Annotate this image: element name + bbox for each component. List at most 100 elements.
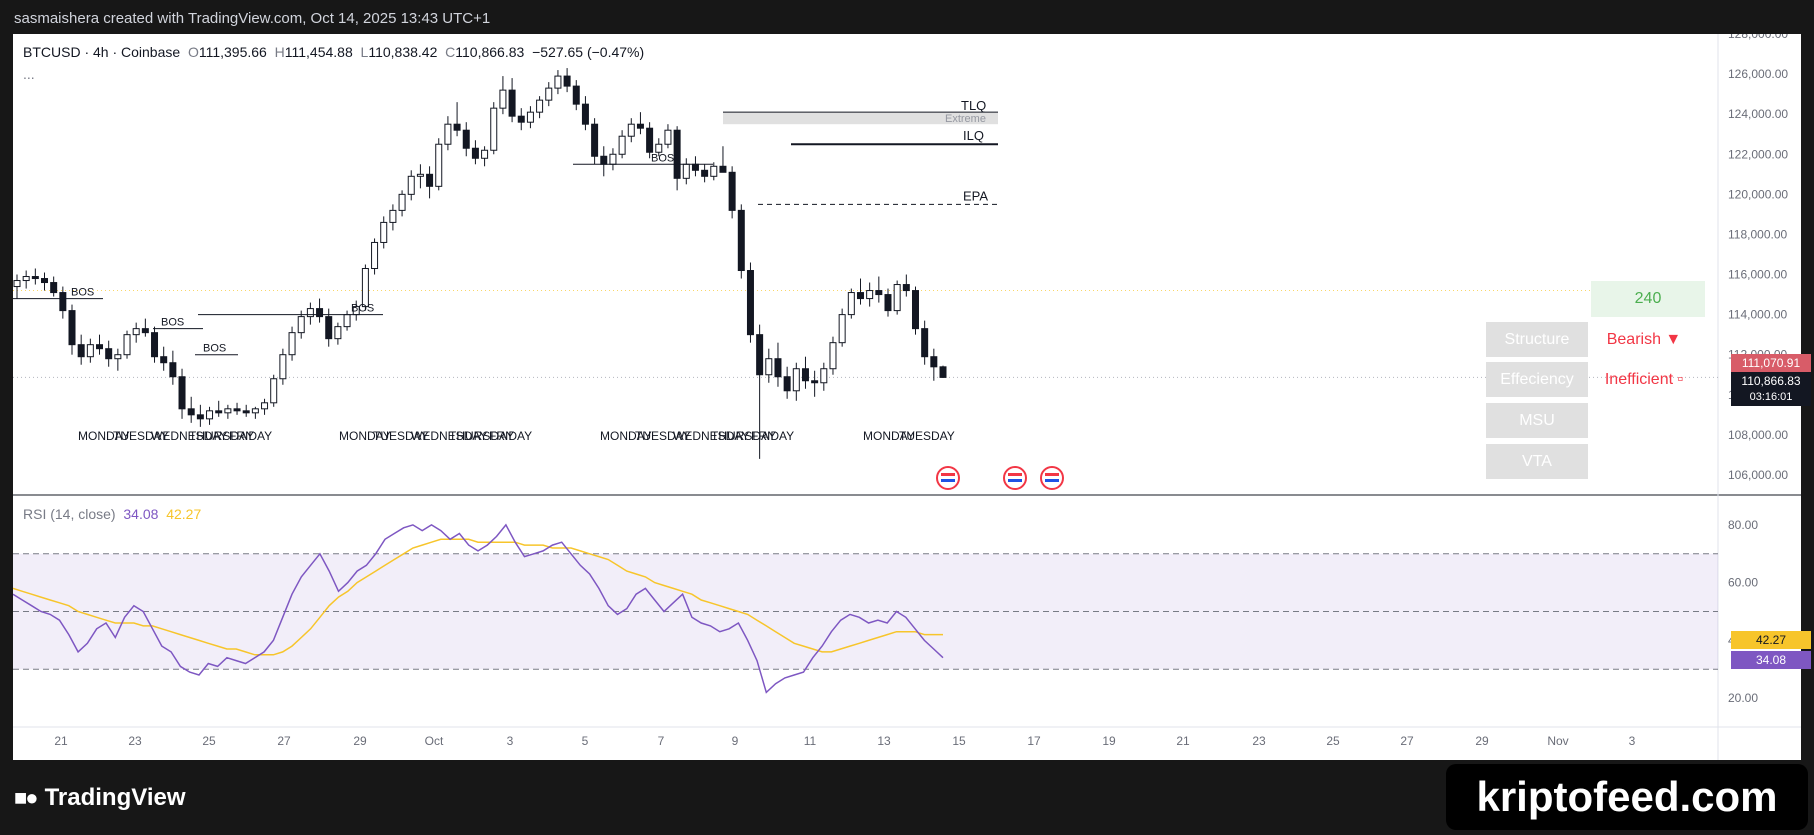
time-tick-label: 21 bbox=[54, 734, 68, 748]
day-label: THURSDAY bbox=[711, 429, 776, 443]
day-label: WEDNESDAY bbox=[411, 429, 487, 443]
candle-body bbox=[279, 354, 287, 380]
candle-body bbox=[407, 175, 415, 195]
candle-body bbox=[746, 270, 754, 336]
day-label: TUESDAY bbox=[635, 429, 691, 443]
symbol-label: BTCUSD · 4h · Coinbase bbox=[23, 44, 181, 60]
tradingview-mark-icon: ■● bbox=[14, 785, 39, 810]
candle-body bbox=[691, 163, 699, 171]
candle-body bbox=[389, 209, 397, 223]
candle-body bbox=[426, 173, 434, 187]
candle-body bbox=[141, 328, 149, 334]
msu-tag: MSU bbox=[1486, 403, 1588, 438]
candle-body bbox=[783, 376, 791, 392]
candle-body bbox=[151, 332, 159, 358]
chart-frame[interactable]: 106,000.00108,000.00110,000.00112,000.00… bbox=[13, 34, 1811, 760]
candle-body bbox=[545, 87, 553, 101]
candle-body bbox=[737, 209, 745, 272]
candle-body bbox=[526, 111, 534, 123]
rsi-tick-label: 60.00 bbox=[1728, 576, 1758, 590]
candle-body bbox=[462, 129, 470, 149]
us-flag-icon bbox=[1040, 466, 1064, 490]
candle-body bbox=[68, 310, 76, 346]
efficiency-tag-label: Effeciency bbox=[1500, 371, 1574, 388]
low-label: L bbox=[360, 44, 369, 60]
legend-more[interactable]: ... bbox=[23, 66, 35, 82]
time-tick-label: 9 bbox=[732, 734, 739, 748]
change-value: −527.65 (−0.47%) bbox=[532, 44, 645, 60]
price-tick-label: 114,000.00 bbox=[1728, 308, 1787, 322]
candle-body bbox=[316, 308, 324, 318]
candle-body bbox=[609, 153, 617, 165]
candle-body bbox=[792, 368, 800, 392]
day-label: WEDNESDAY bbox=[151, 429, 227, 443]
us-flag-stripe bbox=[1008, 479, 1022, 482]
time-tick-label: 29 bbox=[353, 734, 367, 748]
candle-body bbox=[86, 344, 94, 358]
candle-body bbox=[325, 316, 333, 340]
tradingview-brand: TradingView bbox=[44, 784, 186, 811]
day-label: FRIDAY bbox=[229, 429, 272, 443]
candle-body bbox=[242, 410, 250, 414]
candle-body bbox=[206, 410, 214, 420]
high-value: 111,454.88 bbox=[284, 44, 353, 60]
time-tick-label: 5 bbox=[582, 734, 589, 748]
time-tick-label: 21 bbox=[1176, 734, 1190, 748]
candle-body bbox=[306, 308, 314, 318]
rsi-ma-line bbox=[13, 538, 943, 656]
candle-body bbox=[499, 89, 507, 109]
high-label: H bbox=[274, 44, 285, 60]
upper-price-tag: 111,070.91 bbox=[1731, 354, 1811, 372]
day-label: MONDAY bbox=[863, 429, 915, 443]
candle-body bbox=[22, 276, 30, 282]
candle-body bbox=[343, 314, 351, 328]
symbol-legend: BTCUSD · 4h · Coinbase O111,395.66 H111,… bbox=[23, 44, 644, 60]
day-label: THURSDAY bbox=[189, 429, 254, 443]
efficiency-tag: Effeciency bbox=[1486, 362, 1588, 397]
structure-value-label: Bearish ▼ bbox=[1606, 331, 1682, 348]
candle-body bbox=[536, 99, 544, 113]
day-label: WEDNESDAY bbox=[673, 429, 749, 443]
candle-body bbox=[829, 342, 837, 370]
candle-body bbox=[682, 163, 690, 179]
rsi-ma-tag-text: 42.27 bbox=[1755, 633, 1787, 647]
candle-body bbox=[591, 123, 599, 157]
candle-body bbox=[673, 129, 681, 179]
close-value: 110,866.83 bbox=[455, 44, 525, 60]
candle-body bbox=[921, 328, 929, 358]
candlestick-chart[interactable]: 106,000.00108,000.00110,000.00112,000.00… bbox=[13, 34, 1801, 760]
candle-body bbox=[160, 356, 168, 364]
timeframe-badge: 240 bbox=[1591, 281, 1705, 317]
bos-label: BOS bbox=[161, 317, 184, 329]
day-label: THURSDAY bbox=[449, 429, 514, 443]
candle-body bbox=[41, 278, 49, 284]
rsi-tag-text: 34.08 bbox=[1755, 653, 1787, 667]
candle-body bbox=[618, 135, 626, 155]
time-tick-label: 3 bbox=[1629, 734, 1636, 748]
tlq-label: TLQ bbox=[961, 98, 986, 113]
rsi-tag: 34.08 bbox=[1731, 651, 1811, 669]
rsi-value: 34.08 bbox=[123, 506, 159, 522]
close-label: C bbox=[445, 44, 456, 60]
msu-tag-label: MSU bbox=[1519, 412, 1555, 429]
structure-value: Bearish ▼ bbox=[1591, 322, 1697, 357]
efficiency-value: Inefficient ▫ bbox=[1591, 362, 1697, 397]
candle-body bbox=[728, 171, 736, 211]
price-tick-label: 124,000.00 bbox=[1728, 107, 1788, 121]
candle-body bbox=[13, 280, 21, 288]
time-tick-label: 13 bbox=[877, 734, 891, 748]
time-tick-label: 27 bbox=[1400, 734, 1414, 748]
candle-body bbox=[96, 344, 104, 350]
candle-body bbox=[875, 290, 883, 296]
time-tick-label: 17 bbox=[1027, 734, 1041, 748]
candle-body bbox=[270, 378, 278, 404]
time-tick-label: 23 bbox=[128, 734, 142, 748]
candle-body bbox=[435, 143, 443, 187]
candle-body bbox=[719, 165, 727, 173]
us-flag-icon bbox=[1003, 466, 1027, 490]
candle-body bbox=[893, 284, 901, 312]
us-flag-stripe bbox=[1008, 473, 1022, 476]
last-price-tag: 110,866.83 03:16:01 bbox=[1731, 372, 1811, 406]
tradingview-logo[interactable]: ■● TradingView bbox=[14, 784, 186, 812]
us-flag-stripe bbox=[1045, 479, 1059, 482]
